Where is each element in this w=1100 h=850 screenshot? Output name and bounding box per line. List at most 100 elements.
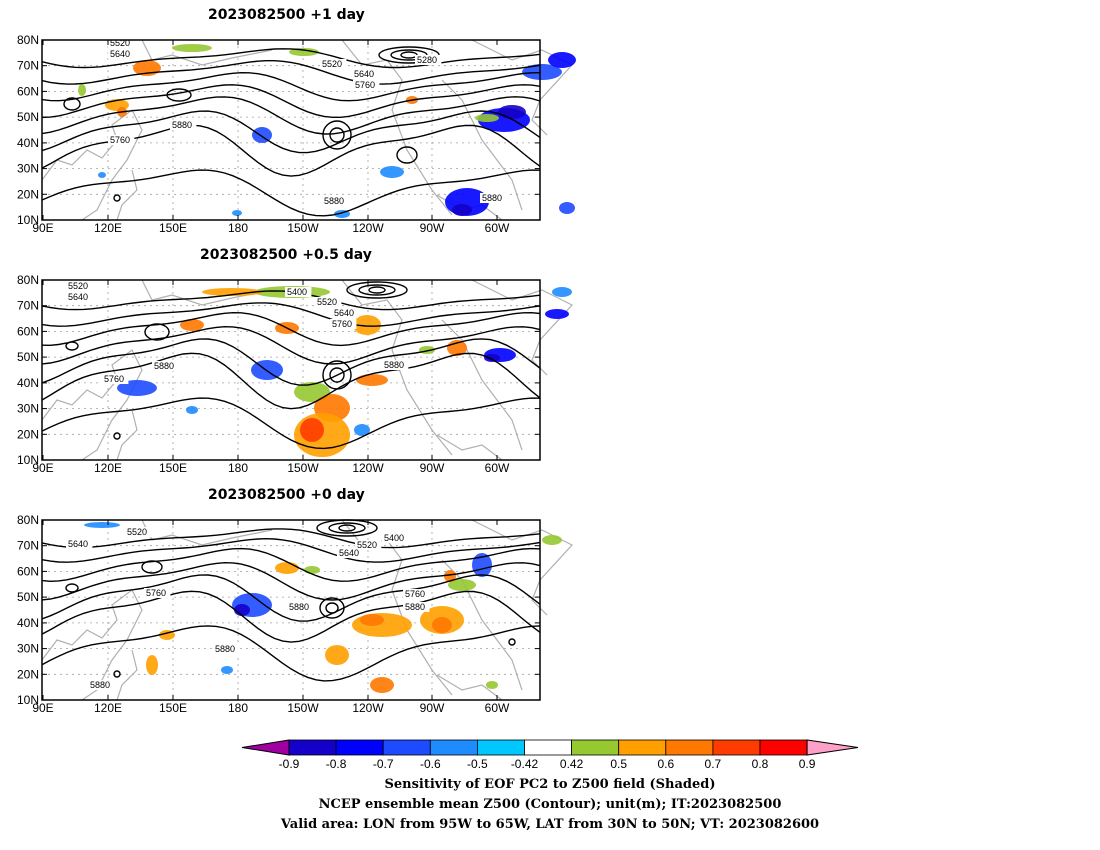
sensitivity-shade	[186, 406, 198, 414]
colorbar-segment	[759, 739, 808, 756]
contour-label-bg	[170, 120, 197, 130]
coastline	[116, 409, 138, 461]
z500-contour-closed	[113, 194, 121, 202]
sensitivity-shade	[172, 44, 212, 52]
colorbar-segment	[288, 739, 337, 756]
contour-label: 5880	[324, 196, 344, 206]
sensitivity-shade	[486, 681, 498, 689]
z500-contour-closed	[113, 432, 121, 440]
contour-label: 5640	[334, 308, 354, 318]
colorbar-label: 0.42	[560, 757, 584, 771]
contour-label-bg	[102, 374, 129, 384]
lon-tick-label: 150W	[287, 461, 319, 475]
sensitivity-shade	[548, 52, 576, 68]
colorbar-label: -0.9	[279, 757, 300, 771]
colorbar-label: 0.6	[657, 757, 674, 771]
contour-label-bg	[403, 589, 430, 599]
sensitivity-shade	[448, 579, 476, 591]
coastline	[471, 279, 573, 376]
panel-2-title: 2023082500 +0.5 day	[200, 247, 372, 263]
contour-label: 5880	[405, 602, 425, 612]
colorbar-label: 0.8	[752, 757, 769, 771]
contour-label-bg	[125, 527, 152, 537]
contour-label: 5520	[357, 540, 377, 550]
contour-label: 5640	[339, 548, 359, 558]
z500-contour	[41, 352, 541, 410]
panel-1-title: 2023082500 +1 day	[208, 7, 365, 23]
coastline	[441, 319, 523, 451]
lat-tick-label: 50N	[17, 590, 39, 604]
colorbar-segment	[712, 739, 761, 756]
panel-3-title: 2023082500 +0 day	[208, 487, 365, 503]
lat-tick-label: 30N	[17, 162, 39, 176]
lat-tick-label: 80N	[17, 33, 39, 47]
z500-contour	[41, 528, 541, 549]
sensitivity-shade	[432, 617, 452, 633]
z500-contour	[41, 537, 541, 563]
z500-contour-closed	[322, 120, 352, 150]
z500-contour	[41, 48, 541, 69]
z500-contour	[41, 169, 541, 217]
z500-contour	[41, 96, 541, 135]
z500-contour-closed	[329, 367, 345, 383]
contour-label: 5760	[405, 589, 425, 599]
z500-contour-closed	[141, 560, 163, 574]
contour-label: 5880	[384, 360, 404, 370]
lat-tick-label: 20N	[17, 667, 39, 681]
lon-tick-label: 180	[228, 461, 248, 475]
map-frame	[41, 39, 541, 221]
sensitivity-shade	[78, 84, 86, 96]
sensitivity-shade	[325, 645, 349, 665]
contour-label: 5880	[172, 120, 192, 130]
lat-tick-label: 70N	[17, 539, 39, 553]
z500-contour	[41, 338, 541, 386]
sensitivity-shade	[300, 418, 324, 442]
contour-label-bg	[353, 80, 380, 90]
coastline	[441, 79, 523, 211]
lat-tick-label: 30N	[17, 642, 39, 656]
z500-contour-closed	[63, 97, 81, 111]
colorbar-label: -0.42	[511, 757, 539, 771]
z500-contour-closed	[358, 284, 396, 296]
contour-label-bg	[315, 297, 342, 307]
z500-contour	[41, 590, 541, 643]
contour-label: 5760	[355, 80, 375, 90]
contour-label: 5760	[104, 374, 124, 384]
lon-tick-label: 90E	[32, 701, 53, 715]
contour-label-bg	[382, 360, 409, 370]
contour-label-bg	[355, 540, 382, 550]
sensitivity-shade	[232, 210, 242, 216]
z500-contour-closed	[368, 286, 386, 294]
lon-tick-label: 120W	[352, 701, 384, 715]
colorbar-label: 0.5	[610, 757, 627, 771]
contour-label-bg	[352, 69, 379, 79]
contour-label: 5640	[68, 292, 88, 302]
contour-label: 5760	[110, 135, 130, 145]
contour-label-bg	[108, 49, 135, 59]
z500-contour-closed	[328, 522, 366, 534]
lon-tick-label: 60W	[485, 701, 510, 715]
z500-contour	[41, 84, 541, 119]
z500-contour	[41, 625, 541, 682]
lat-tick-label: 10N	[17, 693, 39, 707]
lat-tick-label: 60N	[17, 84, 39, 98]
lon-tick-label: 120W	[352, 461, 384, 475]
lat-tick-label: 80N	[17, 273, 39, 287]
sensitivity-shade	[475, 114, 499, 122]
coastline	[116, 649, 138, 701]
map-background	[42, 280, 540, 460]
contour-label-bg	[66, 281, 93, 291]
contour-label-bg	[382, 533, 409, 543]
sensitivity-shade	[98, 172, 106, 178]
contour-label-bg	[403, 602, 430, 612]
sensitivity-shade	[380, 166, 404, 178]
contour-label: 5880	[154, 361, 174, 371]
lon-tick-label: 90E	[32, 221, 53, 235]
lon-tick-label: 120E	[94, 221, 122, 235]
sensitivity-shade	[289, 48, 319, 56]
sensitivity-shade	[353, 315, 381, 335]
contour-label: 5520	[110, 38, 130, 48]
